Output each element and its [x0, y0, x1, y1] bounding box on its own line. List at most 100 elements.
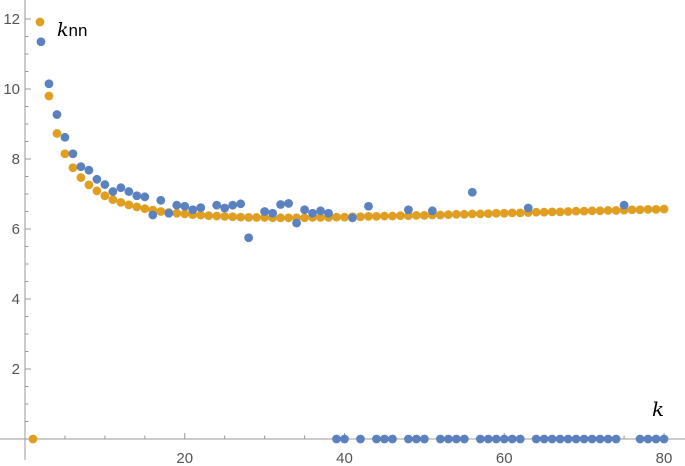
data-point	[611, 434, 621, 444]
data-point	[276, 213, 286, 223]
data-point	[132, 191, 142, 201]
data-point	[340, 434, 349, 444]
data-point	[292, 218, 301, 228]
data-point	[284, 199, 293, 208]
data-point	[284, 213, 293, 223]
data-point	[595, 206, 605, 216]
legend-symbol: k	[57, 19, 69, 41]
data-point	[388, 211, 397, 221]
data-point	[571, 434, 581, 444]
data-point	[372, 212, 381, 221]
x-tick-label: 40	[336, 450, 353, 466]
data-point	[619, 200, 629, 210]
data-point	[587, 434, 597, 444]
data-point	[523, 203, 533, 213]
data-point	[388, 434, 397, 444]
x-tick-label: 20	[176, 450, 193, 466]
data-point	[467, 209, 477, 219]
data-point	[539, 434, 549, 444]
data-point	[76, 162, 86, 172]
data-point	[435, 434, 445, 444]
data-point	[364, 201, 373, 211]
data-point	[412, 210, 421, 220]
data-point	[475, 209, 485, 219]
data-point	[140, 192, 150, 202]
data-point	[491, 208, 501, 218]
data-point	[68, 149, 78, 159]
data-point	[116, 198, 126, 207]
data-point	[659, 204, 669, 214]
data-point	[44, 91, 54, 101]
data-point	[579, 434, 589, 444]
data-point	[483, 434, 493, 444]
y-tick-label: 4	[12, 291, 20, 308]
data-point	[635, 205, 645, 215]
data-point	[308, 208, 317, 218]
data-point	[180, 209, 190, 219]
data-point	[92, 186, 102, 196]
data-point	[100, 180, 110, 189]
data-point	[124, 200, 134, 210]
data-point	[244, 233, 254, 243]
data-point	[212, 200, 222, 210]
data-point	[563, 434, 573, 444]
data-point	[419, 210, 429, 220]
data-point	[332, 434, 341, 444]
y-tick-label: 8	[12, 151, 20, 168]
data-point	[92, 174, 102, 184]
data-point	[451, 209, 461, 219]
data-point	[156, 207, 166, 216]
data-point	[84, 165, 94, 175]
series-0	[28, 91, 669, 444]
data-point	[252, 213, 262, 222]
y-tick-label: 12	[3, 11, 20, 28]
data-point	[539, 207, 549, 217]
data-point	[404, 434, 413, 444]
data-point	[212, 211, 222, 221]
data-point	[172, 208, 182, 218]
data-point	[380, 211, 389, 221]
data-point	[499, 208, 509, 218]
data-point	[364, 212, 373, 221]
data-point	[459, 434, 469, 444]
data-point	[531, 207, 541, 217]
data-point	[228, 212, 238, 222]
data-point	[300, 205, 309, 215]
data-point	[244, 213, 254, 222]
data-point	[156, 195, 166, 205]
data-point	[651, 434, 661, 444]
data-point	[196, 203, 206, 213]
data-point	[515, 208, 525, 218]
data-point	[419, 434, 429, 444]
data-point	[68, 163, 78, 173]
ticks-layer: 20 40 60 80 2 4 6 8 10 12	[3, 11, 672, 466]
data-point	[643, 434, 653, 444]
data-point	[60, 132, 70, 142]
data-point	[52, 110, 62, 119]
data-point	[507, 434, 517, 444]
data-point	[547, 434, 557, 444]
data-point	[276, 200, 286, 209]
data-point	[108, 187, 118, 196]
data-point	[372, 434, 381, 444]
data-point	[220, 203, 230, 213]
data-point	[515, 434, 525, 444]
data-point	[116, 183, 126, 193]
data-point	[547, 207, 557, 217]
data-point	[28, 434, 38, 444]
data-point	[236, 212, 246, 222]
data-point	[412, 434, 421, 444]
data-point	[228, 200, 238, 210]
data-point	[475, 434, 485, 444]
data-point	[268, 208, 278, 218]
data-point	[459, 209, 469, 219]
data-point	[404, 205, 413, 215]
data-point	[140, 204, 150, 214]
data-point	[603, 434, 613, 444]
data-point	[148, 210, 158, 220]
data-point	[220, 212, 230, 221]
y-tick-label: 6	[12, 221, 20, 238]
data-point	[467, 187, 477, 197]
